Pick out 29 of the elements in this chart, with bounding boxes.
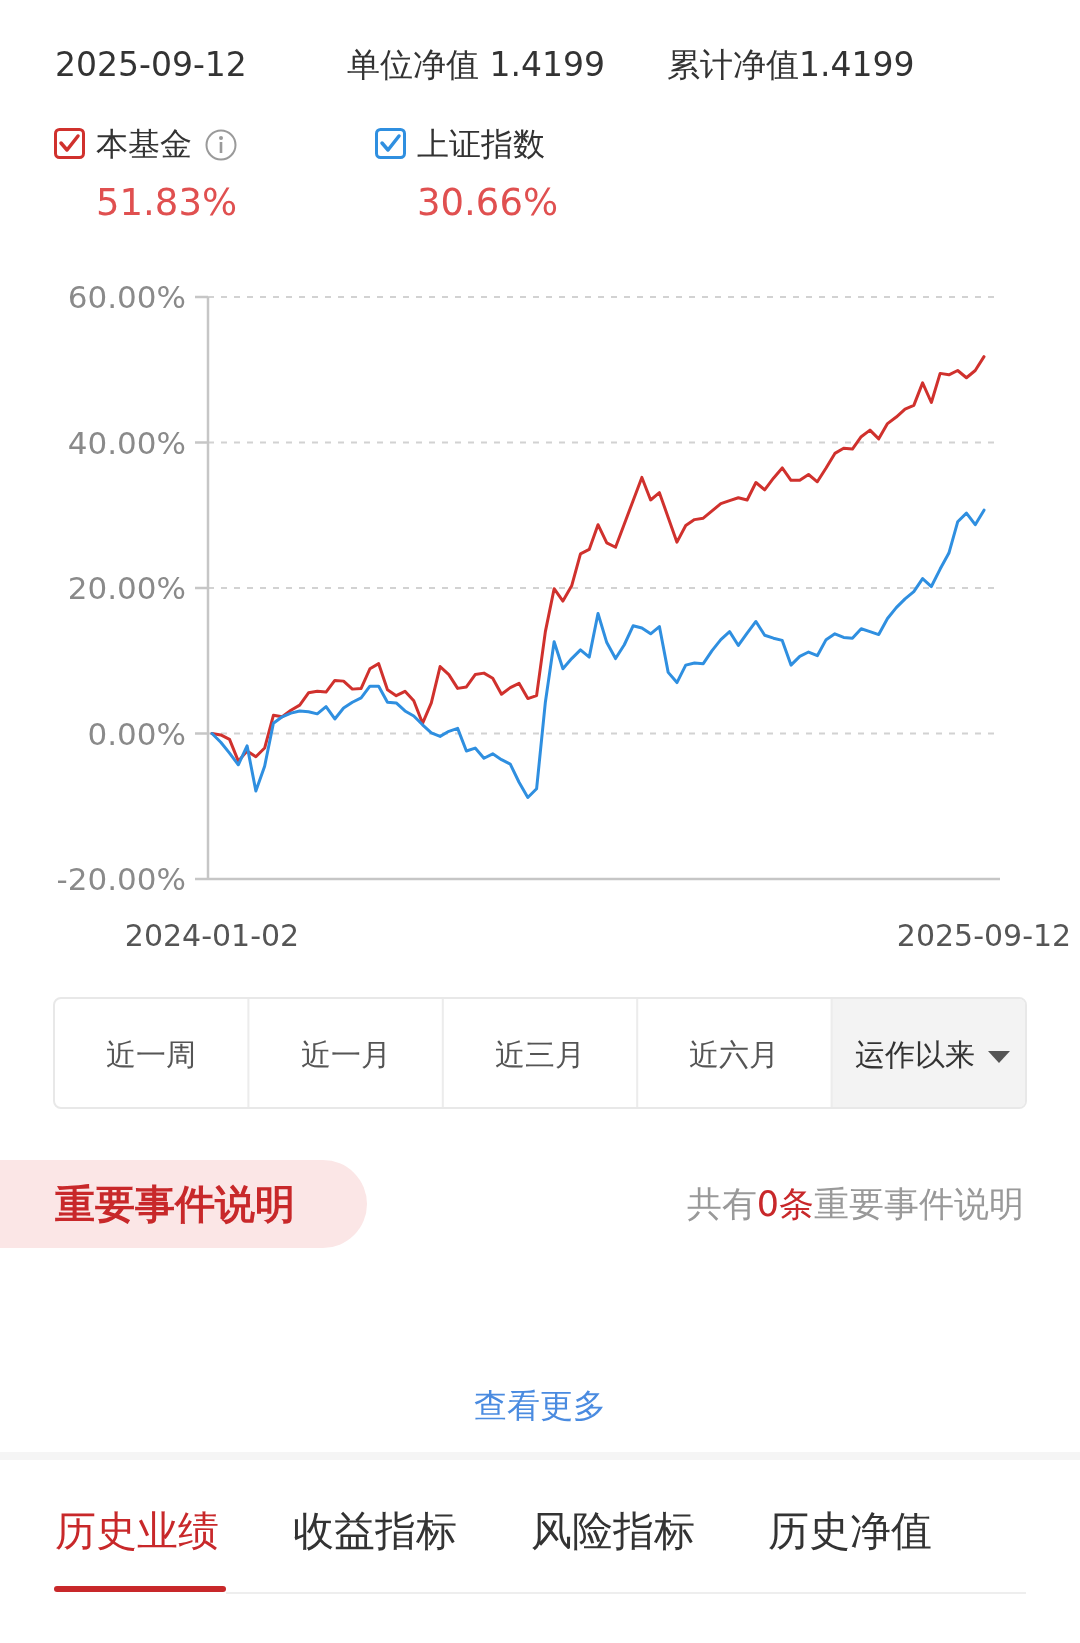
text: 近三月 [495,1036,585,1072]
text: 收益指标 [293,1507,457,1555]
line-series [210,355,986,763]
legend-label: 本基金 [96,125,192,163]
text: 51.83% [96,180,238,224]
y-tick-label: 0.00% [87,715,186,752]
text: 运作以来 [854,1036,975,1072]
text: 风险指标 [531,1507,695,1555]
text: 重要事件说明 [814,1184,1024,1224]
y-tick-label: -20.00% [56,861,186,897]
text: 历史净值 [768,1507,932,1555]
text: 近六月 [689,1036,780,1072]
y-tick-label: 40.00% [67,424,186,461]
text: 近一周 [106,1036,197,1072]
text: 单位净值 1.4199 [347,44,605,84]
y-tick-label: 60.00% [67,279,186,315]
text: 历史业绩 [55,1507,219,1555]
legend-label: 上证指数 [417,125,545,163]
text: 30.66% [417,180,559,224]
text: 累计净值1.4199 [667,44,915,84]
y-tick-label: 20.00% [67,570,186,606]
text: 0条 [756,1184,814,1224]
text: 共有 [686,1184,757,1224]
text: 2025-09-12 [55,44,247,84]
text: 近一月 [300,1036,391,1072]
x-tick-label: 2024-01-02 [124,917,300,953]
text: 查看更多 [474,1385,606,1425]
line-series [210,508,986,800]
text: 重要事件说明 [55,1181,295,1227]
